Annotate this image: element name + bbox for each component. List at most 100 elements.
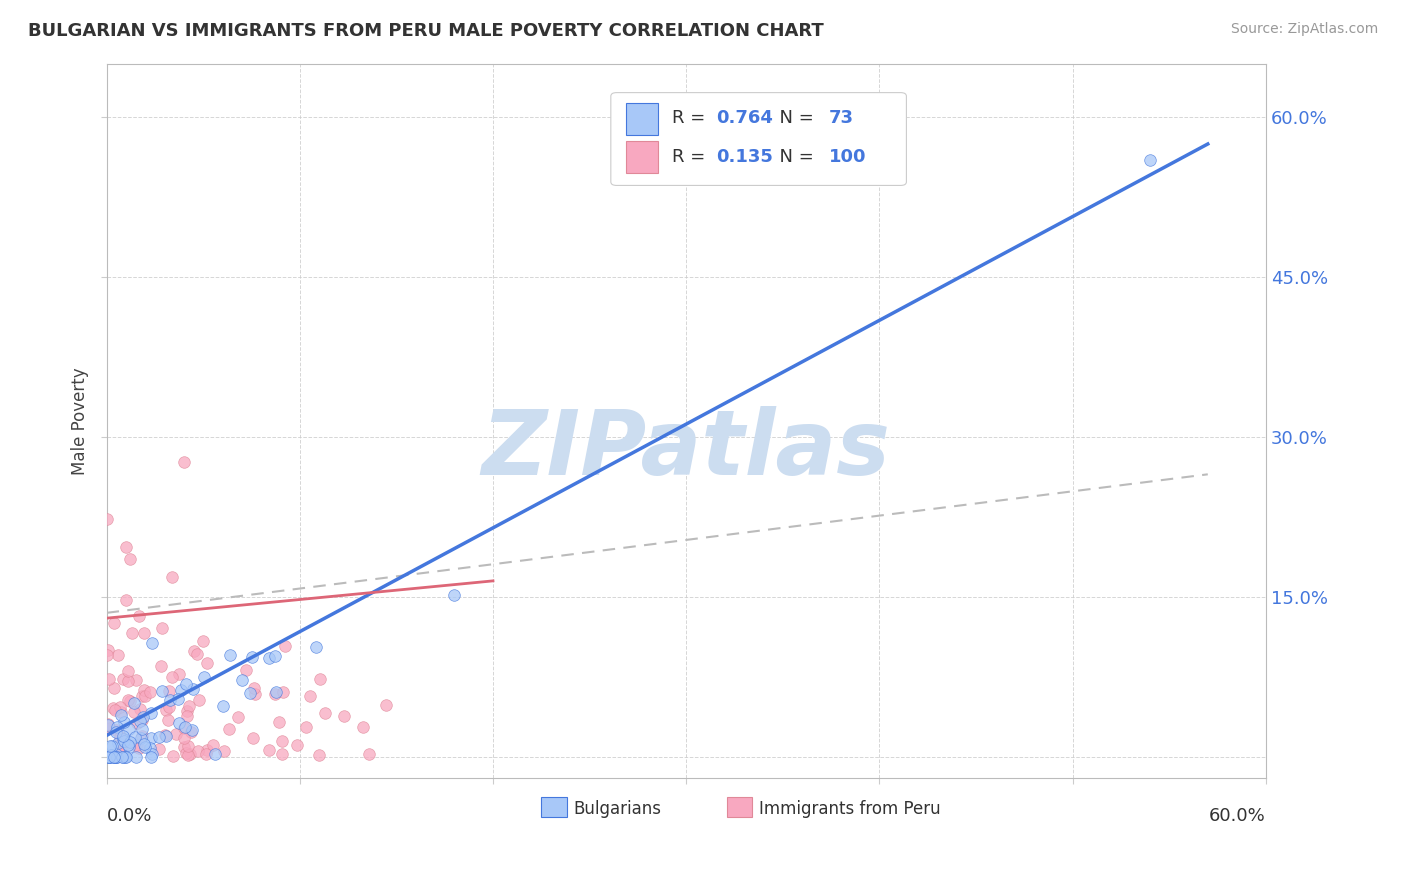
Point (115, 540, 138, 554)
Point (193, 669, 215, 683)
Point (274, 639, 297, 653)
Point (180, 724, 202, 739)
Point (180, 723, 202, 737)
Point (141, 636, 163, 650)
Point (240, 649, 263, 664)
Text: Immigrants from Peru: Immigrants from Peru (759, 799, 941, 818)
Point (120, 734, 142, 748)
Point (295, 720, 318, 734)
Point (159, 684, 181, 698)
Point (305, 640, 328, 655)
Point (194, 747, 217, 761)
Point (162, 748, 184, 763)
Point (264, 649, 287, 664)
Point (128, 714, 150, 729)
Point (242, 731, 264, 746)
Point (131, 689, 153, 703)
Point (285, 738, 308, 752)
Point (120, 551, 142, 566)
Point (125, 739, 148, 753)
Point (204, 747, 226, 761)
Point (111, 729, 134, 743)
FancyBboxPatch shape (610, 93, 907, 186)
Point (257, 743, 280, 757)
Point (115, 593, 138, 607)
Point (112, 733, 135, 747)
Point (153, 728, 176, 742)
Point (103, 749, 125, 764)
Point (98, 749, 121, 764)
FancyBboxPatch shape (727, 797, 752, 817)
Point (103, 615, 125, 630)
Point (107, 736, 129, 750)
Point (191, 634, 214, 648)
Text: 0.0%: 0.0% (107, 806, 152, 824)
Text: N =: N = (769, 148, 820, 166)
Point (173, 731, 195, 746)
Point (111, 749, 134, 764)
Text: Bulgarians: Bulgarians (574, 799, 662, 818)
Point (173, 455, 195, 469)
Point (104, 749, 127, 764)
Point (112, 747, 135, 761)
Point (112, 731, 135, 746)
Point (160, 569, 183, 583)
Point (264, 687, 287, 701)
Point (176, 739, 198, 753)
Point (96, 648, 118, 663)
Y-axis label: Male Poverty: Male Poverty (72, 368, 89, 475)
Point (98, 721, 121, 735)
Point (131, 714, 153, 728)
Point (267, 714, 290, 729)
Point (235, 664, 257, 678)
Point (110, 700, 132, 714)
Point (139, 749, 162, 764)
Text: 0.764: 0.764 (716, 109, 773, 127)
Point (148, 741, 170, 756)
Point (117, 739, 139, 754)
Point (157, 713, 180, 727)
Point (359, 747, 381, 761)
Point (104, 723, 127, 738)
Point (103, 701, 125, 715)
Point (134, 737, 156, 751)
Point (165, 727, 187, 741)
Point (117, 673, 139, 688)
Point (299, 689, 322, 703)
Point (259, 651, 281, 665)
Point (271, 747, 294, 762)
Point (149, 659, 172, 673)
Point (111, 672, 134, 686)
Text: N =: N = (769, 109, 820, 127)
Point (117, 664, 139, 678)
Point (264, 685, 287, 699)
Point (104, 725, 127, 739)
Point (150, 621, 173, 635)
Point (134, 625, 156, 640)
Point (159, 692, 181, 706)
Point (218, 648, 240, 662)
Point (179, 698, 201, 713)
Point (128, 702, 150, 716)
Point (186, 648, 208, 662)
Point (103, 749, 125, 764)
Point (128, 741, 150, 756)
Point (167, 666, 190, 681)
Point (176, 677, 198, 691)
Point (167, 716, 190, 731)
Point (187, 744, 209, 758)
Text: Source: ZipAtlas.com: Source: ZipAtlas.com (1230, 22, 1378, 37)
Point (139, 731, 162, 746)
Point (139, 685, 162, 699)
Point (128, 608, 150, 623)
Point (117, 739, 139, 753)
Point (314, 706, 336, 721)
Text: ZIPatlas: ZIPatlas (482, 406, 890, 493)
Point (148, 730, 170, 744)
Point (1139, 153, 1161, 167)
Point (374, 698, 396, 712)
Point (239, 686, 262, 700)
Point (98, 749, 121, 764)
FancyBboxPatch shape (626, 103, 658, 136)
Point (97, 749, 120, 764)
